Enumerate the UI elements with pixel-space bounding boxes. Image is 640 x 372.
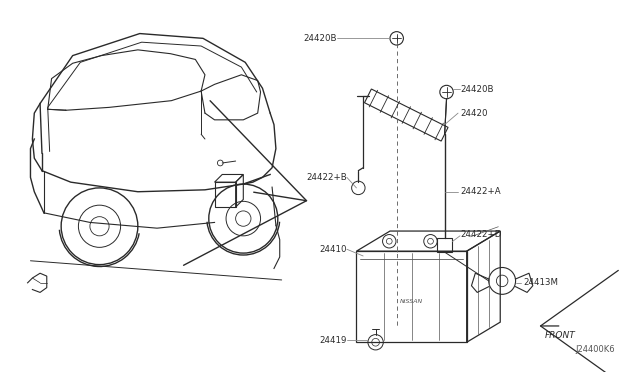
Text: 24419: 24419 (319, 336, 347, 345)
Text: 24420B: 24420B (304, 34, 337, 43)
Text: 24422+D: 24422+D (460, 230, 501, 240)
Text: 24410: 24410 (319, 245, 347, 254)
Text: 24420B: 24420B (460, 85, 493, 94)
Text: J24400K6: J24400K6 (575, 346, 615, 355)
Text: 24413M: 24413M (524, 278, 558, 287)
Text: 24420: 24420 (460, 109, 488, 118)
Text: NISSAN: NISSAN (400, 299, 423, 304)
Text: 24422+A: 24422+A (460, 187, 500, 196)
Text: 24422+B: 24422+B (306, 173, 347, 182)
Text: FRONT: FRONT (544, 331, 575, 340)
